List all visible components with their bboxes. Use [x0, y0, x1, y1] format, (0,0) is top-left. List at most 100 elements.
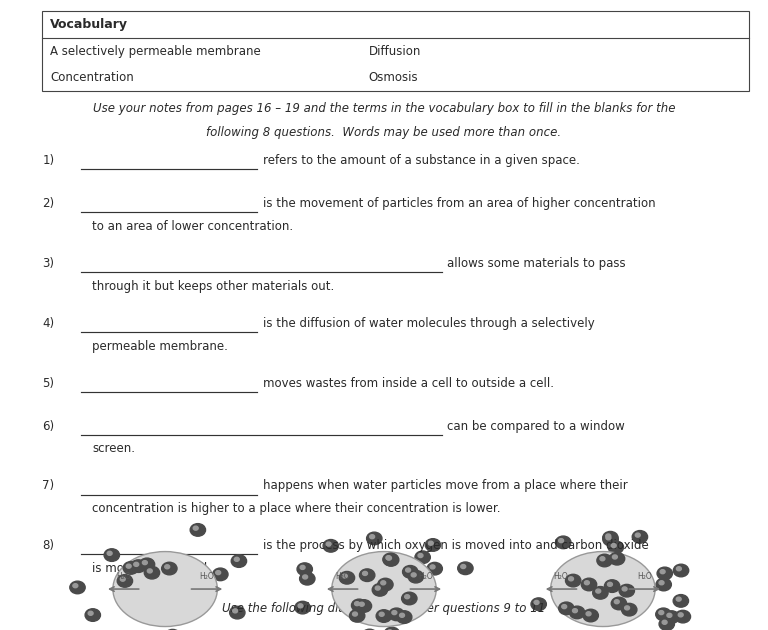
Text: refers to the amount of a substance in a given space.: refers to the amount of a substance in a…	[263, 154, 580, 168]
Circle shape	[603, 533, 618, 546]
Circle shape	[339, 571, 355, 584]
Circle shape	[213, 568, 228, 581]
Text: Vocabulary: Vocabulary	[50, 18, 128, 31]
Circle shape	[233, 609, 237, 613]
Circle shape	[411, 573, 416, 577]
Circle shape	[596, 589, 601, 593]
Text: Use the following diagram to answer questions 9 to 11: Use the following diagram to answer ques…	[223, 602, 545, 616]
Circle shape	[660, 570, 665, 574]
Circle shape	[565, 575, 581, 587]
Circle shape	[343, 574, 347, 578]
Circle shape	[384, 627, 399, 630]
Circle shape	[362, 571, 367, 575]
Text: 6): 6)	[42, 420, 55, 433]
Circle shape	[607, 582, 612, 587]
Circle shape	[534, 600, 539, 604]
Circle shape	[606, 536, 611, 540]
Circle shape	[165, 564, 170, 569]
Circle shape	[405, 595, 409, 598]
Circle shape	[406, 568, 411, 572]
Circle shape	[581, 578, 597, 591]
Circle shape	[118, 575, 133, 587]
Text: 8): 8)	[42, 539, 55, 553]
Circle shape	[569, 606, 584, 619]
Text: permeable membrane.: permeable membrane.	[92, 340, 228, 353]
Circle shape	[609, 553, 624, 565]
Circle shape	[612, 555, 617, 559]
Circle shape	[73, 583, 78, 588]
Circle shape	[659, 610, 664, 615]
Circle shape	[359, 602, 364, 606]
Text: is the movement of particles from an area of higher concentration: is the movement of particles from an are…	[263, 197, 655, 210]
Circle shape	[369, 535, 375, 539]
Circle shape	[144, 566, 160, 579]
Text: moves wastes from inside a cell to outside a cell.: moves wastes from inside a cell to outsi…	[263, 377, 554, 390]
Text: 5): 5)	[42, 377, 55, 390]
Ellipse shape	[332, 552, 436, 626]
Circle shape	[611, 544, 616, 547]
Text: allows some materials to pass: allows some materials to pass	[447, 257, 626, 270]
Circle shape	[603, 532, 618, 544]
Circle shape	[621, 604, 637, 616]
Ellipse shape	[113, 552, 217, 626]
Circle shape	[415, 551, 430, 564]
Circle shape	[376, 610, 392, 622]
Circle shape	[593, 587, 608, 599]
Circle shape	[664, 610, 679, 623]
Circle shape	[216, 571, 220, 575]
Circle shape	[425, 539, 441, 551]
Circle shape	[458, 562, 473, 575]
Text: following 8 questions.  Words may be used more than once.: following 8 questions. Words may be used…	[207, 126, 561, 139]
Text: H₂O: H₂O	[419, 572, 433, 581]
Circle shape	[624, 606, 630, 610]
Circle shape	[139, 558, 154, 571]
Circle shape	[568, 577, 574, 581]
Text: H₂O: H₂O	[200, 572, 214, 581]
Circle shape	[295, 601, 310, 614]
Circle shape	[123, 561, 138, 574]
Circle shape	[572, 609, 578, 613]
Circle shape	[355, 602, 359, 605]
Circle shape	[147, 569, 152, 573]
Circle shape	[381, 581, 386, 585]
Circle shape	[234, 558, 239, 561]
Circle shape	[678, 613, 684, 617]
Circle shape	[674, 564, 689, 577]
Circle shape	[677, 597, 681, 601]
Circle shape	[104, 549, 120, 561]
Circle shape	[558, 539, 564, 542]
Circle shape	[657, 567, 673, 580]
Circle shape	[359, 569, 375, 581]
Circle shape	[583, 609, 598, 622]
Circle shape	[635, 533, 641, 537]
Text: is the process by which oxygen is moved into and carbon dioxide: is the process by which oxygen is moved …	[263, 539, 648, 553]
Circle shape	[667, 613, 672, 617]
Text: is moved into a cell.: is moved into a cell.	[92, 562, 211, 575]
Circle shape	[597, 554, 612, 567]
Circle shape	[383, 554, 399, 566]
Circle shape	[121, 577, 125, 581]
Circle shape	[231, 555, 247, 568]
Text: H₂O: H₂O	[554, 572, 568, 581]
Circle shape	[402, 592, 417, 605]
Circle shape	[558, 602, 574, 615]
Circle shape	[366, 532, 382, 545]
Circle shape	[586, 612, 591, 616]
Circle shape	[389, 608, 404, 621]
Text: screen.: screen.	[92, 442, 135, 455]
Circle shape	[376, 586, 380, 590]
Circle shape	[561, 605, 567, 609]
Text: through it but keeps other materials out.: through it but keeps other materials out…	[92, 280, 334, 293]
Circle shape	[372, 583, 388, 596]
Circle shape	[677, 567, 681, 571]
Circle shape	[659, 618, 674, 630]
Circle shape	[379, 612, 384, 616]
Circle shape	[300, 565, 305, 570]
Circle shape	[584, 581, 589, 585]
Circle shape	[402, 566, 418, 578]
Text: Diffusion: Diffusion	[369, 45, 421, 57]
Circle shape	[662, 621, 667, 624]
Circle shape	[675, 610, 690, 623]
Circle shape	[611, 597, 627, 610]
Circle shape	[85, 609, 101, 621]
